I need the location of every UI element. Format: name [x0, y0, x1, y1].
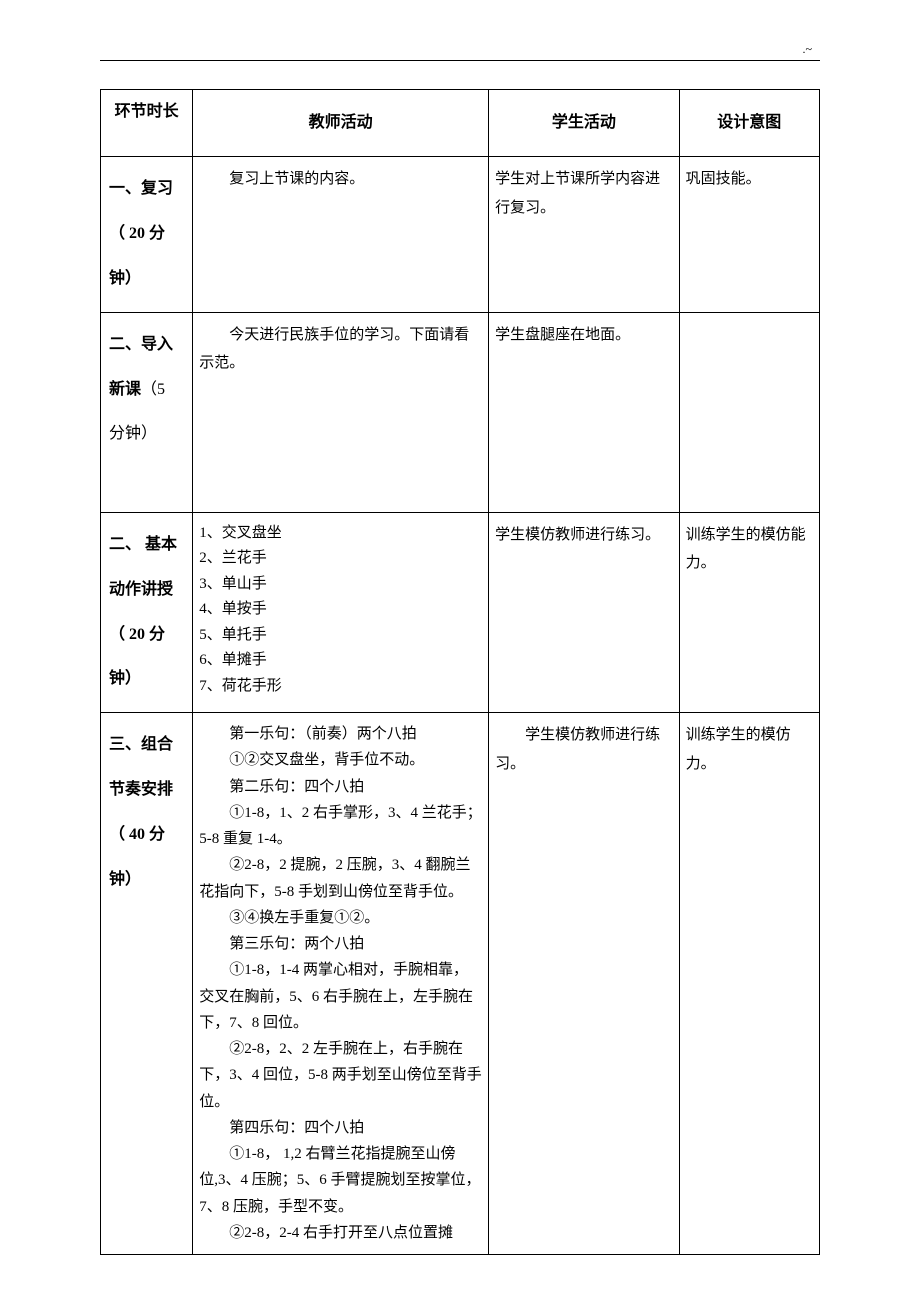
phase-text: 三、组合节奏安排（ 40 分钟）	[109, 723, 184, 902]
teacher-text: 今天进行民族手位的学习。下面请看示范。	[199, 321, 482, 378]
phase-cell: 三、组合节奏安排（ 40 分钟）	[101, 713, 193, 1255]
teacher-part: ②2-8，2 提腕，2 压腕，3、4 翻腕兰花指向下，5-8 手划到山傍位至背手…	[199, 852, 482, 905]
intent-cell	[679, 312, 819, 512]
intent-cell: 训练学生的模仿力。	[679, 713, 819, 1255]
student-cell: 学生模仿教师进行练习。	[489, 713, 680, 1255]
student-cell: 学生模仿教师进行练习。	[489, 512, 680, 712]
phase-bold: 新课	[109, 381, 141, 398]
teacher-line: 4、单按手	[199, 597, 482, 623]
phase-cell: 二、 基本动作讲授（ 20 分钟）	[101, 512, 193, 712]
phase-prefix: 二、导入	[109, 336, 173, 353]
intent-cell: 训练学生的模仿能力。	[679, 512, 819, 712]
table-row: 三、组合节奏安排（ 40 分钟） 第一乐句：（前奏）两个八拍 ①②交叉盘坐，背手…	[101, 713, 820, 1255]
student-cell: 学生对上节课所学内容进行复习。	[489, 157, 680, 312]
table-row: 一、复习（ 20 分钟） 复习上节课的内容。 学生对上节课所学内容进行复习。 巩…	[101, 157, 820, 312]
header-mark: .~	[803, 42, 813, 57]
phase-text: 一、复习（ 20 分钟）	[109, 167, 184, 301]
teacher-text: 复习上节课的内容。	[199, 165, 482, 194]
teacher-cell: 今天进行民族手位的学习。下面请看示范。	[193, 312, 489, 512]
teacher-cell: 复习上节课的内容。	[193, 157, 489, 312]
teacher-part: 第二乐句：四个八拍	[199, 774, 482, 800]
table-row: 二、导入 新课（5 分钟） 今天进行民族手位的学习。下面请看示范。 学生盘腿座在…	[101, 312, 820, 512]
header-phase: 环节时长	[101, 90, 193, 157]
phase-text: 二、 基本动作讲授（ 20 分钟）	[109, 523, 184, 702]
teacher-part: ①1-8，1-4 两掌心相对，手腕相靠，交叉在胸前，5、6 右手腕在上，左手腕在…	[199, 957, 482, 1036]
teacher-part: ①1-8，1、2 右手掌形，3、4 兰花手；5-8 重复 1-4。	[199, 800, 482, 853]
teacher-line: 6、单摊手	[199, 648, 482, 674]
header-student: 学生活动	[489, 90, 680, 157]
table-row: 二、 基本动作讲授（ 20 分钟） 1、交叉盘坐 2、兰花手 3、单山手 4、单…	[101, 512, 820, 712]
teacher-cell: 第一乐句：（前奏）两个八拍 ①②交叉盘坐，背手位不动。 第二乐句：四个八拍 ①1…	[193, 713, 489, 1255]
teacher-part: ③④换左手重复①②。	[199, 905, 482, 931]
phase-cell: 一、复习（ 20 分钟）	[101, 157, 193, 312]
teacher-line: 1、交叉盘坐	[199, 521, 482, 547]
header-rule: .~	[100, 60, 820, 61]
student-cell: 学生盘腿座在地面。	[489, 312, 680, 512]
header-teacher: 教师活动	[193, 90, 489, 157]
teacher-part: ②2-8，2、2 左手腕在上，右手腕在下，3、4 回位，5-8 两手划至山傍位至…	[199, 1036, 482, 1115]
teacher-part: 第一乐句：（前奏）两个八拍	[199, 721, 482, 747]
teacher-part: ②2-8，2-4 右手打开至八点位置摊	[199, 1220, 482, 1246]
student-text: 学生模仿教师进行练习。	[495, 721, 673, 778]
phase-cell: 二、导入 新课（5 分钟）	[101, 312, 193, 512]
teacher-line: 5、单托手	[199, 623, 482, 649]
teacher-line: 7、荷花手形	[199, 674, 482, 700]
teacher-cell: 1、交叉盘坐 2、兰花手 3、单山手 4、单按手 5、单托手 6、单摊手 7、荷…	[193, 512, 489, 712]
teacher-part: 第四乐句：四个八拍	[199, 1115, 482, 1141]
lesson-plan-table: 环节时长 教师活动 学生活动 设计意图 一、复习（ 20 分钟） 复习上节课的内…	[100, 89, 820, 1255]
teacher-line: 3、单山手	[199, 572, 482, 598]
teacher-line: 2、兰花手	[199, 546, 482, 572]
teacher-part: 第三乐句：两个八拍	[199, 931, 482, 957]
header-intent: 设计意图	[679, 90, 819, 157]
teacher-part: ①②交叉盘坐，背手位不动。	[199, 747, 482, 773]
phase-text: 二、导入 新课（5 分钟）	[109, 323, 184, 502]
teacher-part: ①1-8， 1,2 右臂兰花指提腕至山傍位,3、4 压腕；5、6 手臂提腕划至按…	[199, 1141, 482, 1220]
intent-cell: 巩固技能。	[679, 157, 819, 312]
table-header-row: 环节时长 教师活动 学生活动 设计意图	[101, 90, 820, 157]
